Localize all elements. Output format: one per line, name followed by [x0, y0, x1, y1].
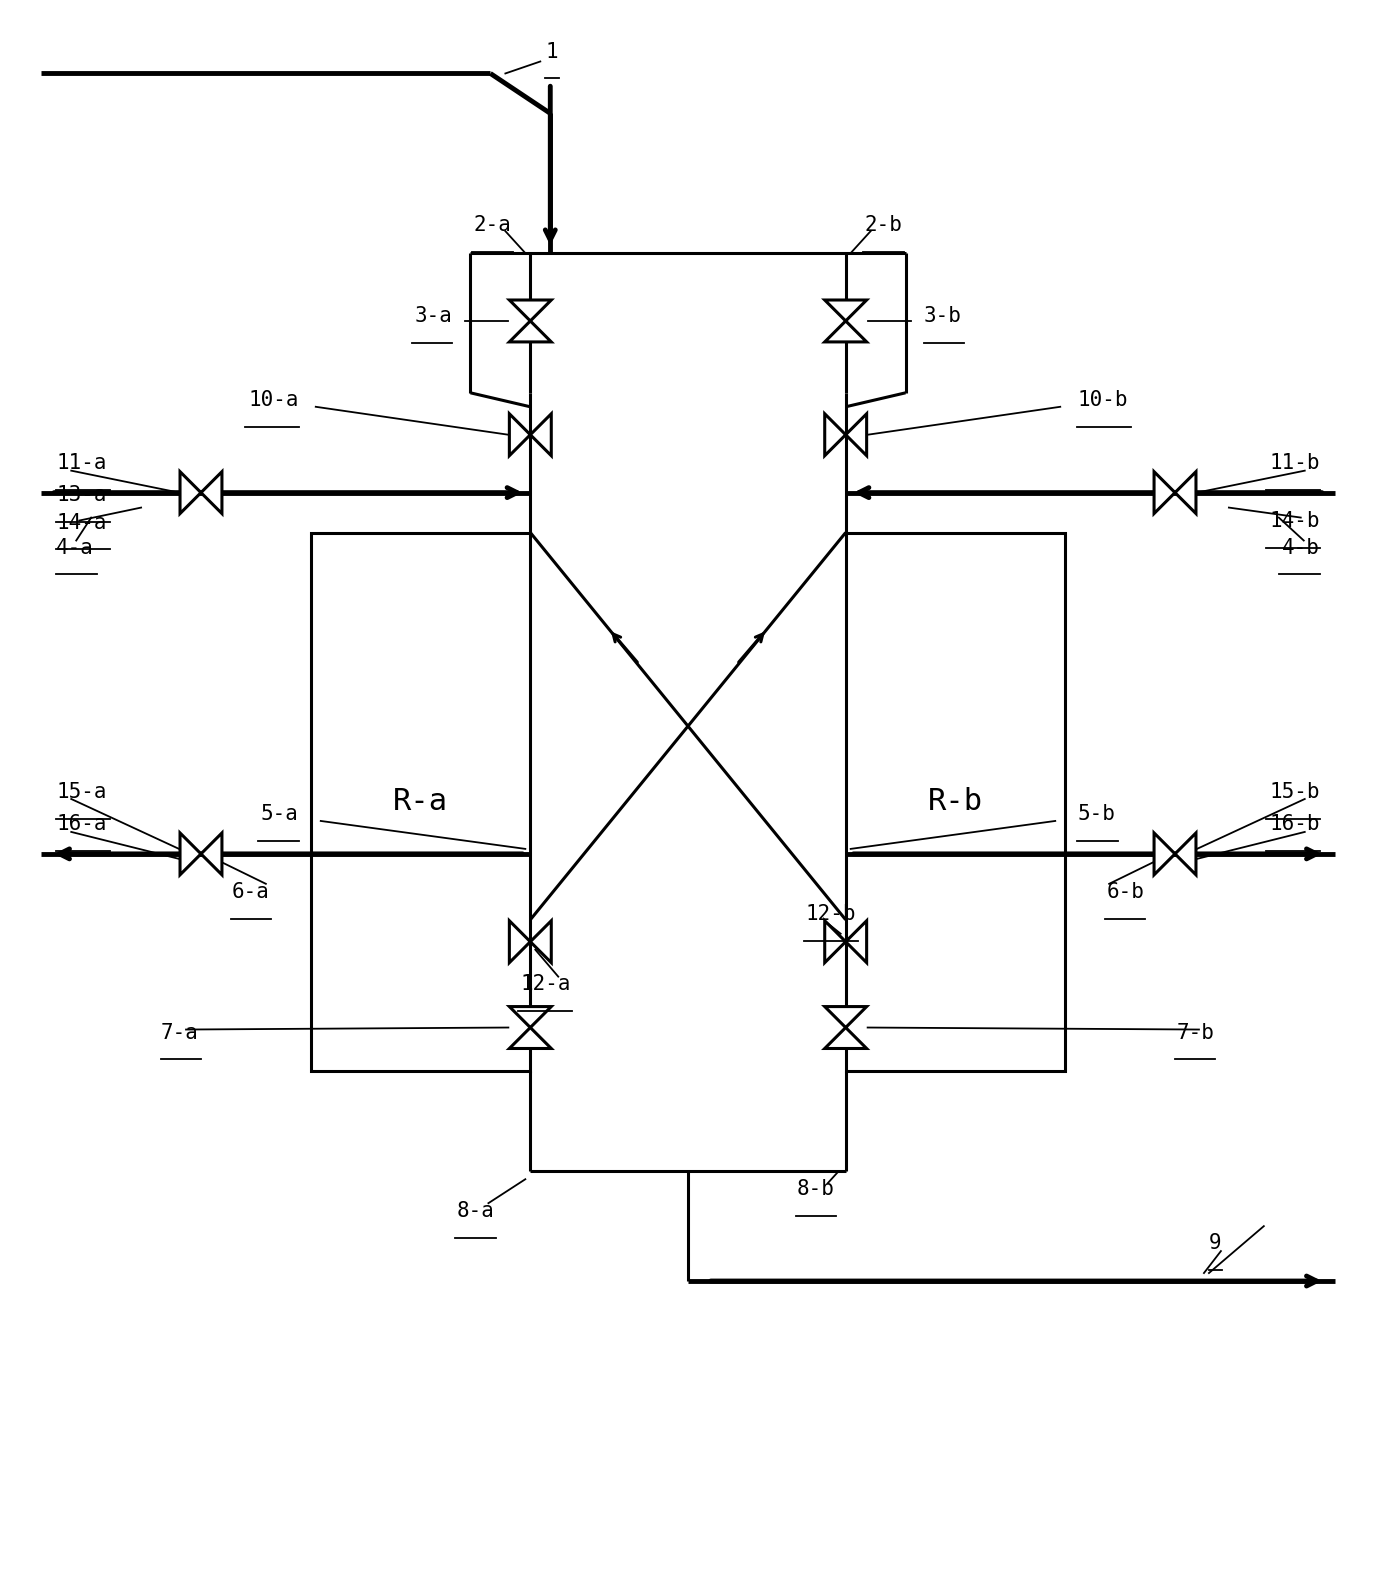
Text: 6-b: 6-b [1106, 882, 1143, 901]
Text: 2-a: 2-a [473, 215, 512, 236]
Text: 13-a: 13-a [56, 484, 107, 505]
Text: 12-a: 12-a [520, 974, 571, 993]
Polygon shape [509, 1027, 552, 1049]
Text: 5-b: 5-b [1077, 804, 1115, 825]
Polygon shape [1175, 471, 1196, 514]
Text: 14-a: 14-a [56, 513, 107, 533]
Text: 1: 1 [545, 41, 557, 62]
Polygon shape [530, 414, 552, 455]
Bar [311, 533, 530, 1071]
Polygon shape [846, 920, 867, 963]
Text: 16-a: 16-a [56, 814, 107, 834]
Polygon shape [824, 1006, 867, 1027]
Text: 12-b: 12-b [805, 904, 856, 923]
Polygon shape [1154, 833, 1175, 876]
Polygon shape [824, 920, 846, 963]
Polygon shape [824, 299, 867, 322]
Text: 10-a: 10-a [248, 390, 299, 409]
Text: 11-b: 11-b [1269, 452, 1320, 473]
Polygon shape [509, 920, 530, 963]
Text: 3-a: 3-a [414, 306, 453, 326]
Polygon shape [824, 322, 867, 342]
Polygon shape [509, 299, 552, 322]
Text: 3-b: 3-b [923, 306, 962, 326]
Polygon shape [1154, 471, 1175, 514]
Polygon shape [509, 1006, 552, 1027]
Text: 2-b: 2-b [864, 215, 903, 236]
Text: 9: 9 [1210, 1234, 1222, 1253]
Text: 7-a: 7-a [161, 1022, 200, 1043]
Text: 7-b: 7-b [1176, 1022, 1215, 1043]
Text: 6-a: 6-a [233, 882, 270, 901]
Bar [846, 533, 1065, 1071]
Text: 15-a: 15-a [56, 782, 107, 802]
Polygon shape [1175, 833, 1196, 876]
Polygon shape [824, 414, 846, 455]
Text: 14-b: 14-b [1269, 511, 1320, 530]
Polygon shape [201, 833, 222, 876]
Polygon shape [509, 322, 552, 342]
Polygon shape [509, 414, 530, 455]
Polygon shape [530, 920, 552, 963]
Text: R-b: R-b [927, 788, 982, 817]
Text: 5-a: 5-a [261, 804, 299, 825]
Text: 8-a: 8-a [457, 1200, 494, 1221]
Polygon shape [201, 471, 222, 514]
Text: 10-b: 10-b [1077, 390, 1128, 409]
Polygon shape [180, 833, 201, 876]
Polygon shape [846, 414, 867, 455]
Polygon shape [180, 471, 201, 514]
Polygon shape [824, 1027, 867, 1049]
Text: 8-b: 8-b [797, 1180, 835, 1199]
Text: 15-b: 15-b [1269, 782, 1320, 802]
Text: 4-a: 4-a [56, 538, 94, 557]
Text: 4-b: 4-b [1282, 538, 1320, 557]
Text: 16-b: 16-b [1269, 814, 1320, 834]
Text: 11-a: 11-a [56, 452, 107, 473]
Text: R-a: R-a [394, 788, 449, 817]
